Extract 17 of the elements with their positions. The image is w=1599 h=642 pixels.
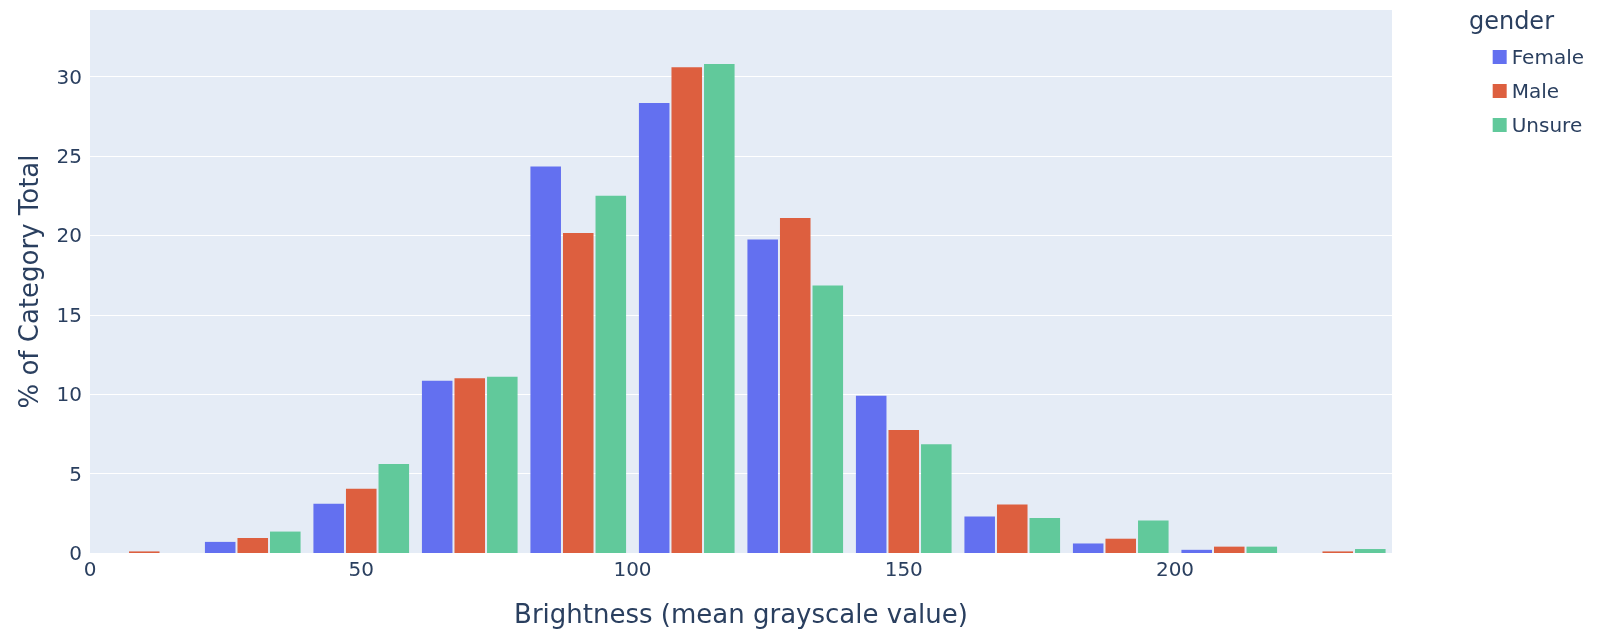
x-tick-label: 150: [884, 557, 923, 581]
x-tick-label: 100: [613, 557, 652, 581]
x-tick-label: 200: [1155, 557, 1195, 581]
y-tick-label: 15: [56, 302, 82, 327]
legend-title: gender: [1468, 7, 1555, 35]
y-tick-label: 25: [56, 144, 82, 169]
y-axis-title: % of Category Total: [14, 154, 44, 409]
legend-label: Unsure: [1511, 113, 1583, 137]
y-tick-label: 5: [69, 461, 82, 486]
x-axis-title: Brightness (mean grayscale value): [514, 599, 968, 629]
y-tick-label: 30: [56, 64, 82, 89]
x-tick-label: 50: [348, 557, 374, 581]
y-tick-label: 10: [56, 382, 82, 407]
legend-label: Male: [1511, 79, 1560, 103]
y-tick-label: 20: [56, 223, 82, 248]
y-tick-label: 0: [69, 541, 82, 565]
legend-label: Female: [1511, 45, 1585, 69]
